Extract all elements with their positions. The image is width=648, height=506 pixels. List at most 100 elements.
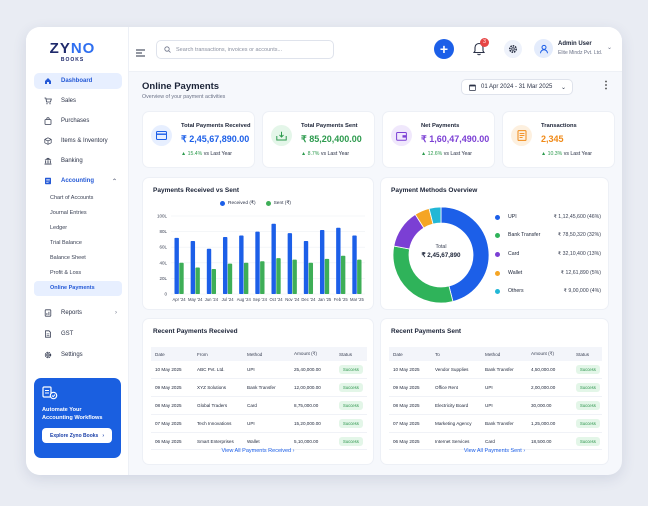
plus-icon: + [439,41,449,57]
submenu-item-chart-of-accounts[interactable]: Chart of Accounts [50,195,94,201]
bar-received[interactable] [287,233,293,294]
table-row[interactable]: 07 May 2025 Tech Innovations UPI 15,20,000.… [151,414,367,433]
sidebar-item-gst[interactable]: GST [34,326,122,342]
sidebar-item-banking[interactable]: Banking [34,153,122,169]
table-cell: Bank Transfer [481,361,527,380]
user-name[interactable]: Admin User [558,41,592,47]
bar-received[interactable] [303,240,309,294]
bar-sent[interactable] [292,259,297,294]
bar-sent[interactable] [308,262,314,294]
home-icon [44,77,52,85]
status-cell: Success [572,396,602,415]
sidebar-item-items-inventory[interactable]: Items & Inventory [34,133,122,149]
table-row[interactable]: 08 May 2025 Global Traders Card 8,75,000.00… [151,396,367,415]
document-icon [44,330,52,338]
table-row[interactable]: 10 May 2025 ABC Pvt. Ltd. UPI 25,40,000.00 S… [151,361,367,380]
submenu-item-ledger[interactable]: Ledger [50,225,68,231]
bar-received[interactable] [352,235,357,295]
promo-text: Automate Your Accounting Workflows [42,406,113,422]
chevron-right-icon[interactable]: › [115,310,117,316]
table-cell: Bank Transfer [481,414,527,433]
x-tick-label: Feb '25 [334,297,349,302]
settings-button[interactable] [504,40,522,58]
submenu-item-balance-sheet[interactable]: Balance Sheet [50,255,86,261]
bar-sent[interactable] [227,263,233,294]
table-cell: 4,50,000.00 [527,361,572,380]
explore-button[interactable]: Explore Zyno Books › [42,428,112,443]
kpi-delta-suffix: vs Last Year [443,151,473,157]
sidebar-item-label: Purchases [61,118,90,124]
submenu-item-trial-balance[interactable]: Trial Balance [50,240,82,246]
user-company: Elite Mindz Pvt. Ltd. [558,50,603,56]
column-header: Amount (₹) [527,347,572,361]
submenu-item-online-payments[interactable]: Online Payments [34,281,122,296]
logo[interactable]: ZYNO BOOKS [45,41,100,63]
bar-received[interactable] [190,240,196,294]
submenu-item-journal-entries[interactable]: Journal Entries [50,210,87,216]
table-row[interactable]: 07 May 2025 Marketing Agency Bank Transfer… [389,414,602,433]
table-row[interactable]: 09 May 2025 XYZ Solutions Bank Transfer 12,… [151,378,367,398]
bar-received[interactable] [222,237,228,294]
chevron-down-icon[interactable]: ⌄ [607,45,613,51]
avatar[interactable] [534,39,553,58]
bar-sent[interactable] [276,258,281,294]
method-value: ₹ 9,00,000 (4%) [563,288,601,294]
sidebar-item-label: Dashboard [61,78,93,84]
sidebar-item-reports[interactable]: Reports › [34,305,122,321]
more-options-icon[interactable]: ⋮ [601,80,611,91]
view-all-received-link[interactable]: View All Payments Received › [143,448,373,454]
table-row[interactable]: 08 May 2025 Electricity Board UPI 30,000.00… [389,396,602,415]
menu-icon[interactable] [136,44,145,57]
bar-sent[interactable] [243,262,249,294]
status-cell: Success [335,432,367,451]
method-row-others: Others ₹ 9,00,000 (4%) [495,286,601,296]
bar-received[interactable] [336,227,341,294]
x-tick-label: Aug '24 [237,297,252,302]
donut-slice[interactable] [428,206,442,225]
sidebar-item-purchases[interactable]: Purchases [34,113,122,129]
table-row[interactable]: 10 May 2025 Vendor Supplies Bank Transfer 4… [389,361,602,380]
date-range-value: 01 Apr 2024 - 31 Mar 2025 [481,84,553,90]
chart-title: Payments Received vs Sent [153,187,239,194]
bar-received[interactable] [255,231,260,294]
status-badge: Success [576,418,600,428]
bar-sent[interactable] [179,262,184,294]
promo-line-1: Automate Your [42,407,82,413]
chevron-up-icon[interactable]: ⌃ [111,178,117,185]
bar-received[interactable] [319,230,325,294]
date-range-picker[interactable]: 01 Apr 2024 - 31 Mar 2025 ⌄ [461,79,573,95]
bar-sent[interactable] [195,267,200,294]
donut-slice[interactable] [440,206,490,302]
table-row[interactable]: 06 May 2025 Smart Enterprises Wallet 5,10,0… [151,432,367,451]
card-payment-icon [151,125,172,146]
logo-suffix: NO [70,40,96,57]
sidebar-item-dashboard[interactable]: Dashboard [34,73,122,89]
legend-label: Sent (₹) [273,201,292,206]
bar-sent[interactable] [340,255,346,294]
table-row[interactable]: 09 May 2025 Office Rent UPI 2,00,000.00 Succ… [389,378,602,398]
sidebar-item-sales[interactable]: Sales [34,93,122,109]
y-tick-label: 60L [159,245,167,250]
sidebar-item-settings[interactable]: Settings [34,347,122,363]
bar-sent[interactable] [260,261,265,294]
column-header: Status [572,347,602,361]
bar-sent[interactable] [211,269,217,294]
bar-sent[interactable] [324,258,330,294]
link-label: View All Payments Received [221,448,292,454]
x-tick-label: Jul '24 [222,297,235,302]
bar-received[interactable] [271,223,276,294]
sidebar-item-accounting[interactable]: Accounting ⌃ [34,173,122,189]
table-row[interactable]: 06 May 2025 Internet Services Card 18,500.0… [389,432,602,451]
bar-sent[interactable] [357,259,362,294]
search-input[interactable]: Search transactions, invoices or account… [156,40,334,59]
status-cell: Success [335,361,367,380]
add-new-button[interactable]: + [434,39,454,59]
bar-received[interactable] [174,237,179,294]
payment-methods-card: Payment Methods Overview Total ₹ 2,45,67… [380,177,609,310]
legend-dot [495,214,500,220]
submenu-item-profit-loss[interactable]: Profit & Loss [50,270,82,276]
report-icon [44,309,52,317]
bar-received[interactable] [206,248,212,294]
bar-received[interactable] [239,235,244,295]
view-all-sent-link[interactable]: View All Payments Sent › [381,448,608,454]
